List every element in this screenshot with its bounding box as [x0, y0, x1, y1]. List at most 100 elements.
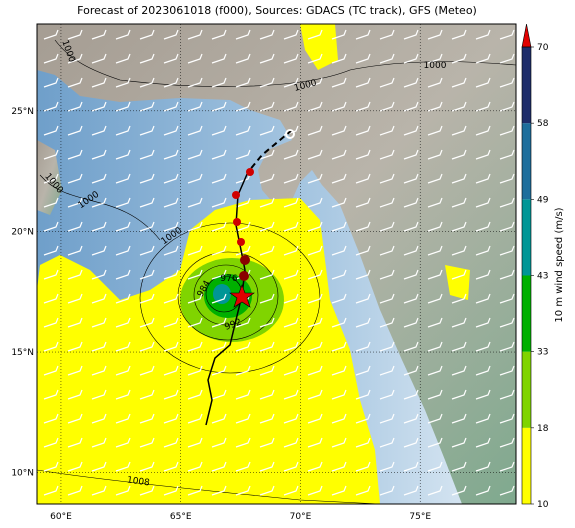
- wind-barb: [283, 245, 299, 256]
- wind-barb: [43, 221, 59, 232]
- wind-barb: [379, 269, 395, 280]
- wind-barb: [139, 317, 155, 328]
- wind-barb: [235, 101, 251, 112]
- wind-barb: [403, 53, 419, 64]
- wind-barb: [211, 341, 227, 352]
- wind-barb: [235, 221, 251, 232]
- wind-barb: [355, 245, 371, 256]
- wind-barb: [43, 365, 59, 376]
- wind-barb: [235, 29, 251, 40]
- wind-barb: [43, 29, 59, 40]
- wind-barb: [475, 245, 491, 256]
- wind-barb: [43, 77, 59, 88]
- wind-barb: [211, 53, 227, 64]
- wind-barb: [259, 293, 275, 304]
- wind-barb: [163, 77, 179, 88]
- wind-barb: [43, 413, 59, 424]
- wind-barb: [475, 269, 491, 280]
- wind-barb: [355, 197, 371, 208]
- wind-barb: [283, 173, 299, 184]
- wind-barb: [91, 485, 107, 496]
- wind-barb: [331, 101, 347, 112]
- wind-barb: [403, 317, 419, 328]
- wind-barb: [451, 245, 467, 256]
- wind-barb: [139, 245, 155, 256]
- wind-barb: [283, 365, 299, 376]
- wind-barb: [379, 29, 395, 40]
- wind-barb: [211, 317, 227, 328]
- x-tick-label: 75°E: [409, 512, 431, 522]
- wind-barb: [331, 29, 347, 40]
- wind-barb: [379, 485, 395, 496]
- wind-barb: [139, 293, 155, 304]
- wind-barb: [115, 317, 131, 328]
- wind-barb: [307, 413, 323, 424]
- wind-barb: [403, 149, 419, 160]
- wind-barb: [475, 53, 491, 64]
- wind-barb: [451, 461, 467, 472]
- colorbar-segment: [522, 199, 531, 276]
- wind-barb: [307, 245, 323, 256]
- wind-barb: [379, 389, 395, 400]
- wind-barb: [403, 341, 419, 352]
- wind-barb: [451, 365, 467, 376]
- wind-barb: [499, 197, 515, 208]
- wind-barb: [67, 461, 83, 472]
- wind-barb: [499, 29, 515, 40]
- wind-barb: [403, 245, 419, 256]
- wind-barb: [91, 341, 107, 352]
- y-tick-label: 15°N: [11, 348, 34, 358]
- wind-barb: [187, 269, 203, 280]
- wind-barb: [115, 29, 131, 40]
- wind-barb: [307, 77, 323, 88]
- wind-barb: [499, 413, 515, 424]
- wind-barb: [211, 101, 227, 112]
- wind-barb: [331, 221, 347, 232]
- wind-barb: [259, 149, 275, 160]
- wind-barb: [235, 149, 251, 160]
- wind-barb: [67, 101, 83, 112]
- wind-barb: [187, 437, 203, 448]
- wind-barb: [427, 389, 443, 400]
- wind-barb: [475, 437, 491, 448]
- wind-barb: [115, 197, 131, 208]
- wind-barb: [115, 221, 131, 232]
- wind-barb: [115, 149, 131, 160]
- wind-barb: [379, 461, 395, 472]
- wind-barb: [499, 125, 515, 136]
- wind-barb: [403, 77, 419, 88]
- wind-barb: [307, 461, 323, 472]
- storm-symbol: [285, 129, 295, 139]
- wind-barb: [211, 269, 227, 280]
- wind-barb: [91, 437, 107, 448]
- wind-barb: [163, 293, 179, 304]
- wind-barb: [499, 317, 515, 328]
- wind-barb: [475, 29, 491, 40]
- wind-barb: [211, 485, 227, 496]
- wind-barb: [451, 221, 467, 232]
- wind-barb: [499, 389, 515, 400]
- wind-barb: [259, 101, 275, 112]
- wind-barb: [355, 29, 371, 40]
- wind-barb: [283, 293, 299, 304]
- wind-barb: [43, 389, 59, 400]
- wind-barb: [379, 173, 395, 184]
- wind-barb: [379, 413, 395, 424]
- wind-barb: [331, 245, 347, 256]
- wind-barb: [43, 293, 59, 304]
- colorbar-tick-label: 43: [537, 272, 548, 282]
- wind-barb: [403, 461, 419, 472]
- wind-barb: [115, 365, 131, 376]
- colorbar-extend: [521, 23, 532, 48]
- wind-barb: [115, 101, 131, 112]
- wind-barb: [379, 365, 395, 376]
- land: [37, 140, 62, 215]
- wind-barb: [187, 77, 203, 88]
- wind-barb: [211, 173, 227, 184]
- wind-barb: [403, 101, 419, 112]
- track-forecast: [247, 129, 293, 173]
- wind-barb: [211, 29, 227, 40]
- wind-barb: [91, 149, 107, 160]
- wind-barb: [43, 149, 59, 160]
- wind-barb: [259, 413, 275, 424]
